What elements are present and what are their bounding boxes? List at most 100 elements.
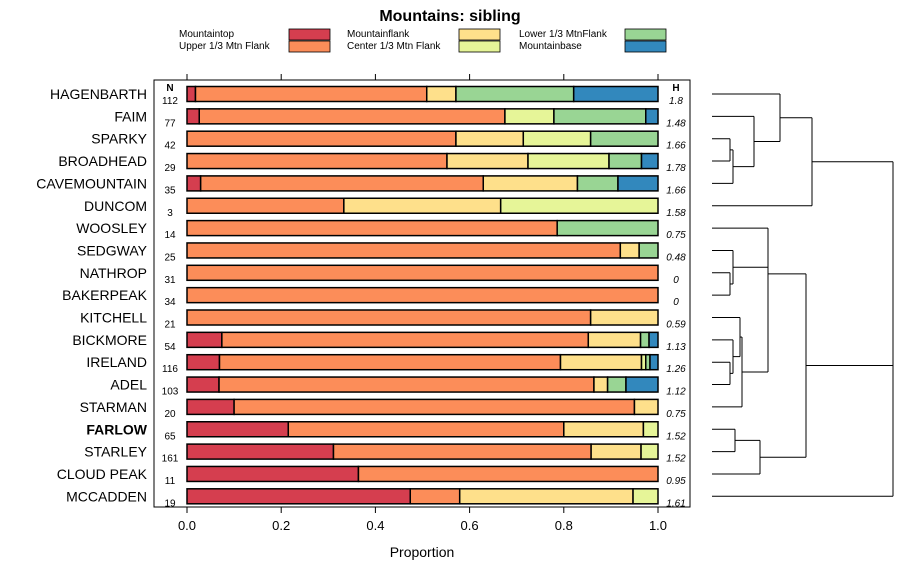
- row-n-value: 103: [162, 387, 179, 398]
- row-label: KITCHELL: [80, 310, 147, 326]
- bar-segment: [632, 488, 659, 505]
- bar-segment: [458, 488, 634, 505]
- bar-segment: [425, 85, 457, 103]
- bar-segment: [446, 152, 529, 170]
- bar-row: SPARKY 42 1.66: [91, 130, 686, 152]
- bar-segment: [553, 108, 647, 125]
- row-label: BICKMORE: [72, 332, 147, 348]
- bar-segment: [639, 331, 650, 349]
- bar-segment: [332, 443, 592, 460]
- legend-label: Mountainflank: [347, 29, 410, 40]
- x-tick-label: 0.2: [272, 518, 290, 533]
- x-tick-label: 0.0: [178, 518, 196, 533]
- bar-segment: [522, 130, 592, 147]
- row-n-value: 54: [164, 342, 176, 353]
- bar-segment: [186, 443, 335, 460]
- bar-segment: [186, 286, 659, 304]
- x-tick-label: 0.4: [366, 518, 384, 533]
- row-n-value: 42: [164, 141, 176, 152]
- row-n-value: 14: [164, 230, 176, 241]
- bar-segment: [527, 152, 610, 170]
- bar-segment: [186, 242, 622, 259]
- bar-row: FARLOW 65 1.52: [86, 421, 686, 442]
- bar-segment: [186, 108, 200, 125]
- legend-label: Mountaintop: [179, 29, 234, 40]
- row-label: BROADHEAD: [58, 153, 147, 169]
- h-column-header: H: [672, 83, 679, 94]
- row-label: CAVEMOUNTAIN: [36, 175, 147, 191]
- bar-segment: [186, 488, 412, 505]
- row-n-value: 34: [164, 297, 176, 308]
- bar-row: BAKERPEAK 34 0: [62, 286, 679, 308]
- bar-segment: [593, 376, 609, 393]
- legend-swatch: [458, 28, 501, 41]
- x-axis-label: Proportion: [390, 544, 455, 560]
- row-h-value: 1.48: [666, 118, 686, 129]
- row-n-value: 3: [167, 208, 173, 219]
- row-label: MCCADDEN: [66, 488, 147, 504]
- bar-segment: [343, 197, 502, 214]
- row-label: HAGENBARTH: [50, 86, 147, 102]
- bar-segment: [455, 130, 525, 147]
- x-tick-label: 1.0: [649, 518, 667, 533]
- bar-segment: [633, 398, 659, 416]
- bar-row: NATHROP 31 0: [80, 264, 679, 286]
- bar-row: MCCADDEN 19 1.61: [66, 488, 686, 509]
- legend-swatch: [288, 28, 331, 41]
- bar-segment: [186, 130, 457, 147]
- bar-segment: [218, 353, 562, 371]
- bar-segment: [648, 331, 659, 349]
- bar-segment: [649, 353, 659, 371]
- row-label: FARLOW: [86, 421, 147, 437]
- row-h-value: 1.26: [666, 364, 686, 375]
- n-column-header: N: [166, 83, 173, 94]
- bar-segment: [640, 152, 659, 170]
- bar-row: WOOSLEY 14 0.75: [76, 219, 686, 241]
- bar-segment: [186, 421, 290, 438]
- bar-segment: [625, 376, 659, 393]
- x-tick-label: 0.8: [555, 518, 573, 533]
- bar-segment: [357, 465, 659, 483]
- row-h-value: 0: [673, 297, 679, 308]
- bar-segment: [504, 108, 555, 125]
- bar-segment: [590, 443, 642, 460]
- row-n-value: 116: [162, 364, 178, 375]
- row-h-value: 0.48: [666, 252, 686, 263]
- plot-frame: [153, 79, 691, 508]
- chart-title: Mountains: sibling: [379, 8, 520, 25]
- bar-segment: [617, 175, 659, 192]
- row-label: STARLEY: [84, 444, 147, 460]
- row-n-value: 20: [164, 409, 176, 420]
- bar-segment: [186, 264, 659, 282]
- bar-row: KITCHELL 21 0.59: [80, 309, 686, 331]
- row-n-value: 112: [162, 96, 178, 107]
- bar-segment: [587, 331, 642, 349]
- legend-label: Center 1/3 Mtn Flank: [347, 41, 441, 52]
- row-label: ADEL: [110, 377, 147, 393]
- row-h-value: 1.66: [666, 185, 686, 196]
- bar-segment: [218, 376, 595, 393]
- row-label: WOOSLEY: [76, 220, 147, 236]
- bar-segment: [409, 488, 461, 505]
- row-n-value: 11: [165, 476, 176, 487]
- legend-swatch: [624, 40, 667, 53]
- bar-segment: [559, 353, 643, 371]
- bar-row: SEDGWAY 25 0.48: [77, 242, 686, 263]
- bar-segment: [221, 331, 590, 349]
- row-h-value: 0.59: [666, 320, 686, 331]
- row-n-value: 29: [164, 163, 176, 174]
- row-h-value: 0.75: [666, 230, 686, 241]
- bar-segment: [589, 309, 659, 326]
- row-label: FAIM: [114, 108, 147, 124]
- row-h-value: 0.75: [666, 409, 686, 420]
- bar-segment: [194, 85, 428, 103]
- bar-segment: [499, 197, 659, 214]
- bar-segment: [186, 398, 235, 416]
- bar-segment: [606, 376, 627, 393]
- row-n-value: 21: [164, 320, 176, 331]
- bar-segment: [642, 421, 659, 438]
- row-n-value: 65: [164, 431, 176, 442]
- bar-row: BROADHEAD 29 1.78: [58, 152, 686, 174]
- row-h-value: 1.8: [669, 96, 683, 107]
